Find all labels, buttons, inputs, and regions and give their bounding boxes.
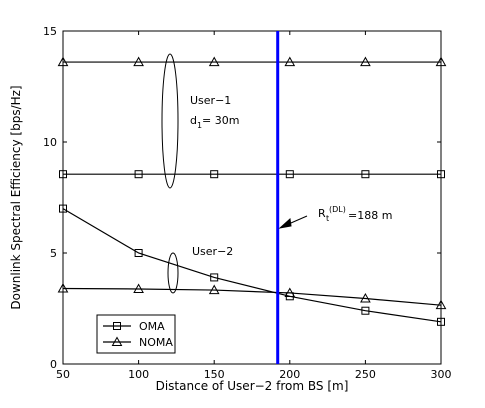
user1-distance-subscript: 1 <box>197 121 202 130</box>
user1-ellipse <box>161 53 179 189</box>
axis-ticks: 50 100 150 200 250 300 0 5 10 15 <box>43 25 452 381</box>
y-tick-label: 0 <box>50 358 57 371</box>
data-point <box>435 299 447 310</box>
data-point <box>437 170 445 179</box>
y-tick-label: 5 <box>50 247 57 260</box>
data-point <box>208 56 220 67</box>
data-point <box>437 317 445 326</box>
threshold-arrowhead <box>278 218 292 229</box>
data-point <box>208 284 220 295</box>
data-point <box>134 170 143 179</box>
data-point <box>59 170 67 179</box>
legend-label: NOMA <box>139 336 173 349</box>
x-tick-label: 300 <box>431 368 452 381</box>
series-user-2-noma <box>57 283 447 310</box>
data-point <box>210 170 219 179</box>
legend-marker <box>113 322 121 330</box>
x-axis-label: Distance of User−2 from BS [m] <box>156 379 349 393</box>
data-point <box>284 56 296 67</box>
y-axis-label: Downlink Spectral Efficiency [bps/Hz] <box>9 85 23 309</box>
legend-item-noma: NOMA <box>103 336 173 349</box>
data-point <box>361 170 370 179</box>
data-point <box>134 249 143 257</box>
y-tick-label: 10 <box>43 136 57 149</box>
data-point <box>360 292 371 303</box>
data-point <box>57 56 69 67</box>
legend-marker <box>111 336 123 346</box>
data-point <box>59 204 67 213</box>
threshold-label-superscript: (DL) <box>329 205 346 214</box>
data-point <box>284 287 296 297</box>
legend-box <box>96 314 176 354</box>
threshold-value: =188 m <box>348 209 392 222</box>
x-tick-label: 50 <box>56 368 70 381</box>
user1-distance-label: d <box>190 114 197 127</box>
annotations: User−1 d 1 = 30m User−2 R t(DL) =188 m <box>161 53 392 294</box>
series-line <box>62 208 442 323</box>
data-point <box>57 283 69 293</box>
x-tick-label: 150 <box>204 368 225 381</box>
series-line <box>62 287 442 306</box>
data-point <box>210 273 219 282</box>
data-point <box>133 283 144 293</box>
user2-label: User−2 <box>192 245 233 258</box>
data-point <box>435 56 447 67</box>
data-point <box>133 56 144 67</box>
user2-ellipse <box>167 252 179 294</box>
x-tick-label: 250 <box>355 368 376 381</box>
user1-label: User−1 <box>190 94 231 107</box>
threshold-label: R <box>318 207 326 220</box>
x-tick-label: 100 <box>128 368 149 381</box>
y-tick-label: 15 <box>43 25 57 38</box>
legend-label: OMA <box>139 320 165 333</box>
user1-distance-value: = 30m <box>202 114 239 127</box>
series-user-1-noma <box>57 56 447 67</box>
legend: OMA NOMA <box>96 314 176 354</box>
chart-marks <box>57 31 447 364</box>
data-point <box>285 170 294 179</box>
threshold-label-subscript: t <box>326 214 329 223</box>
data-point <box>360 56 371 67</box>
legend-item-oma: OMA <box>103 320 165 333</box>
data-point <box>361 306 370 315</box>
x-tick-label: 200 <box>279 368 300 381</box>
plot-area <box>62 30 442 365</box>
series-user-1-oma <box>59 170 445 179</box>
